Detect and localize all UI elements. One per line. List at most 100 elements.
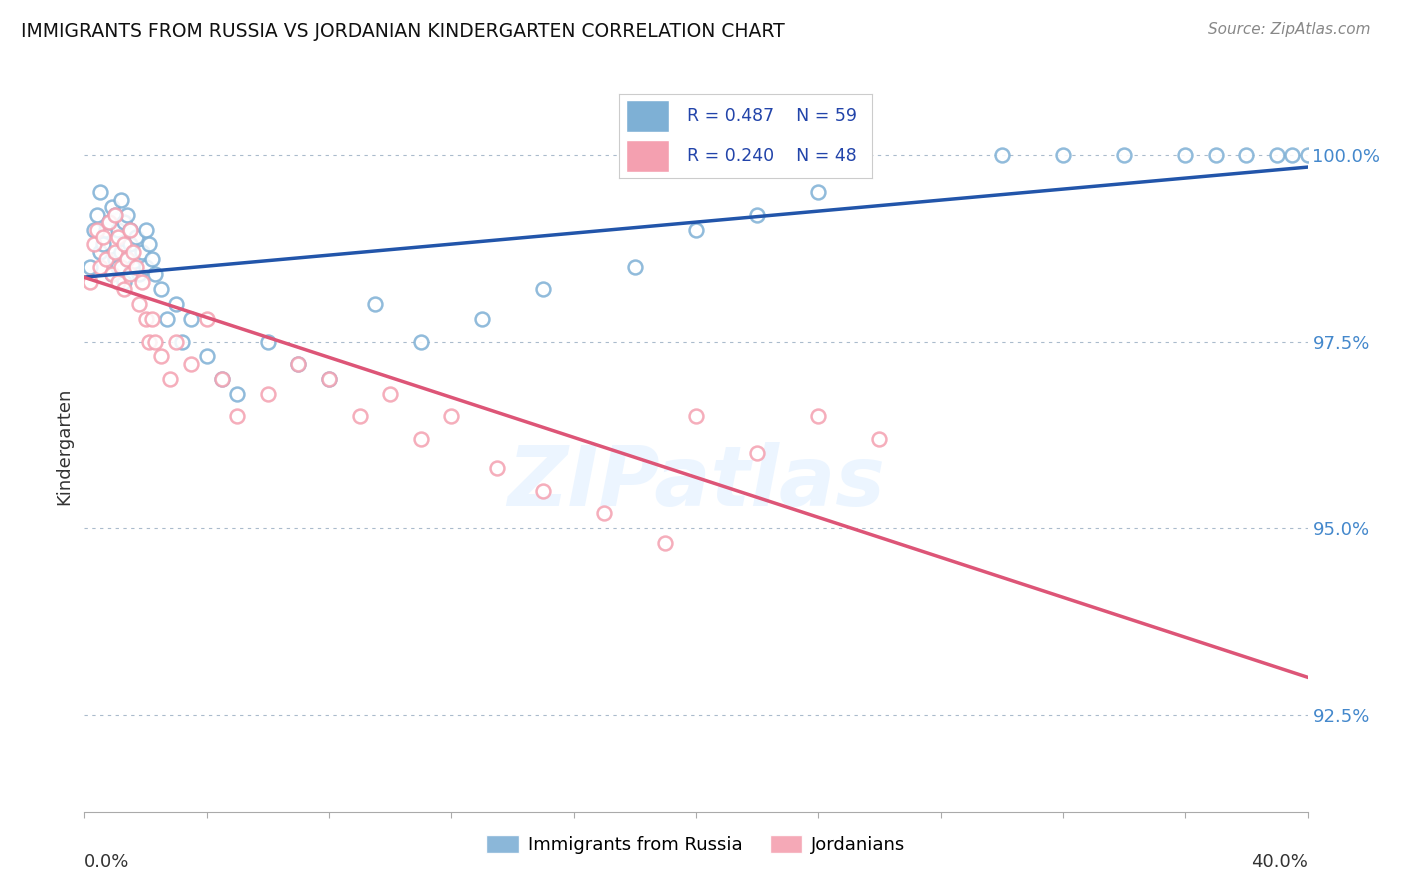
Point: [747, 208, 769, 222]
Point: [104, 252, 127, 267]
Point: [101, 268, 124, 282]
Point: [120, 237, 142, 252]
Point: [226, 409, 249, 424]
Point: [94, 252, 117, 267]
Text: R = 0.487    N = 59: R = 0.487 N = 59: [688, 107, 858, 125]
Point: [97, 215, 120, 229]
Point: [211, 372, 233, 386]
Point: [141, 252, 163, 267]
Point: [91, 230, 114, 244]
Point: [156, 312, 179, 326]
Point: [115, 252, 138, 267]
Text: IMMIGRANTS FROM RUSSIA VS JORDANIAN KINDERGARTEN CORRELATION CHART: IMMIGRANTS FROM RUSSIA VS JORDANIAN KIND…: [21, 22, 785, 41]
Point: [1296, 148, 1319, 162]
Point: [83, 237, 105, 252]
Point: [149, 282, 172, 296]
Point: [131, 275, 153, 289]
Point: [195, 350, 218, 364]
FancyBboxPatch shape: [626, 140, 669, 172]
Point: [91, 237, 114, 252]
Point: [685, 222, 707, 236]
Point: [180, 357, 202, 371]
Point: [1114, 148, 1136, 162]
Point: [131, 244, 153, 259]
Point: [1174, 148, 1197, 162]
Point: [89, 186, 111, 200]
Point: [110, 244, 132, 259]
Point: [654, 536, 676, 550]
Point: [138, 334, 160, 349]
Point: [165, 334, 187, 349]
Y-axis label: Kindergarten: Kindergarten: [55, 387, 73, 505]
Point: [1265, 148, 1288, 162]
Text: Source: ZipAtlas.com: Source: ZipAtlas.com: [1208, 22, 1371, 37]
Point: [531, 282, 554, 296]
Point: [110, 260, 132, 274]
Point: [112, 282, 135, 296]
Point: [104, 208, 127, 222]
Point: [991, 148, 1014, 162]
Point: [471, 312, 494, 326]
Point: [138, 237, 160, 252]
Point: [143, 268, 166, 282]
Point: [349, 409, 371, 424]
Point: [165, 297, 187, 311]
Point: [135, 312, 157, 326]
Point: [125, 230, 148, 244]
Point: [94, 222, 117, 236]
Point: [97, 215, 120, 229]
Point: [107, 230, 129, 244]
Point: [257, 386, 280, 401]
Point: [79, 260, 101, 274]
Point: [1236, 148, 1258, 162]
Point: [149, 350, 172, 364]
Point: [141, 312, 163, 326]
Point: [409, 334, 432, 349]
Point: [104, 244, 127, 259]
Point: [83, 222, 105, 236]
Point: [195, 312, 218, 326]
Point: [107, 222, 129, 236]
Point: [364, 297, 387, 311]
Point: [112, 215, 135, 229]
Point: [486, 461, 509, 475]
Point: [120, 222, 142, 236]
Point: [104, 208, 127, 222]
FancyBboxPatch shape: [626, 100, 669, 132]
Point: [89, 260, 111, 274]
Point: [107, 275, 129, 289]
Point: [112, 275, 135, 289]
Point: [593, 506, 616, 520]
Point: [159, 372, 181, 386]
Point: [172, 334, 194, 349]
Point: [747, 446, 769, 460]
Point: [1205, 148, 1227, 162]
Point: [115, 208, 138, 222]
Point: [226, 386, 249, 401]
Text: 0.0%: 0.0%: [84, 853, 129, 871]
Point: [128, 268, 150, 282]
Point: [115, 252, 138, 267]
Point: [110, 193, 132, 207]
Text: 40.0%: 40.0%: [1251, 853, 1308, 871]
Text: ZIPatlas: ZIPatlas: [508, 442, 884, 523]
Point: [287, 357, 309, 371]
Point: [122, 260, 145, 274]
Point: [86, 208, 108, 222]
Point: [135, 260, 157, 274]
Text: R = 0.240    N = 48: R = 0.240 N = 48: [688, 147, 856, 165]
Point: [257, 334, 280, 349]
Point: [143, 334, 166, 349]
Point: [120, 268, 142, 282]
Point: [318, 372, 340, 386]
Point: [101, 200, 124, 214]
Point: [869, 432, 891, 446]
Point: [107, 260, 129, 274]
Point: [128, 297, 150, 311]
Point: [211, 372, 233, 386]
Point: [180, 312, 202, 326]
Point: [287, 357, 309, 371]
Point: [135, 222, 157, 236]
Point: [1052, 148, 1074, 162]
Point: [380, 386, 402, 401]
